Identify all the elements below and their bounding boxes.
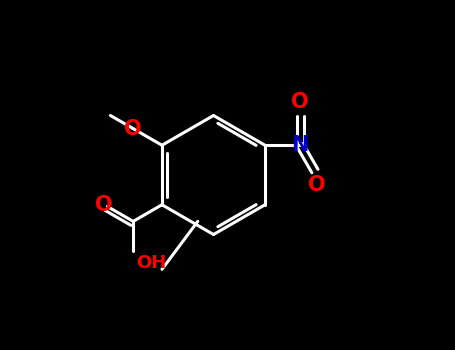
Text: O: O: [291, 92, 309, 112]
Text: O: O: [308, 175, 325, 195]
Text: O: O: [124, 119, 142, 139]
Text: O: O: [95, 195, 113, 215]
Text: OH: OH: [136, 254, 166, 272]
Text: N: N: [291, 135, 308, 155]
